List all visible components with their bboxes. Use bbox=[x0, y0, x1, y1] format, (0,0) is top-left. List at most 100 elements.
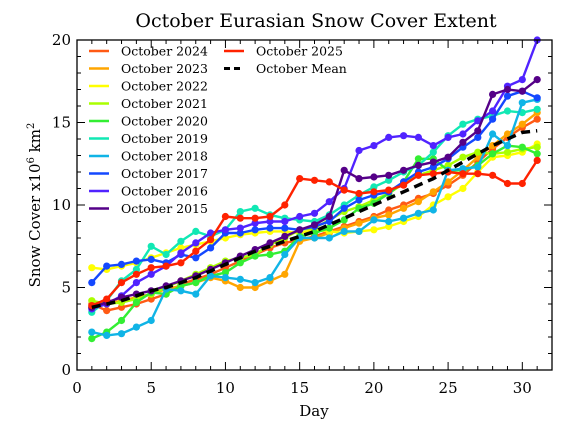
data-point-october-2017 bbox=[266, 224, 274, 232]
data-point-october-2016 bbox=[370, 142, 378, 150]
data-point-october-2016 bbox=[132, 279, 140, 287]
legend-item-october-2015: October 2015 bbox=[89, 201, 208, 216]
data-point-october-2022 bbox=[177, 244, 185, 252]
legend-item-october-2025: October 2025 bbox=[224, 44, 343, 59]
data-point-october-2023 bbox=[236, 283, 244, 292]
data-point-october-2019 bbox=[503, 107, 512, 115]
data-point-october-2015 bbox=[429, 158, 437, 166]
data-point-october-2020 bbox=[266, 250, 274, 259]
legend-item-october-2021: October 2021 bbox=[89, 96, 208, 111]
data-point-october-2017 bbox=[103, 262, 111, 270]
data-point-october-2023 bbox=[518, 120, 526, 128]
data-point-october-2020 bbox=[117, 316, 126, 325]
legend: October 2024 October 2023 October 2022 Octo… bbox=[89, 44, 347, 216]
data-point-october-2022 bbox=[370, 226, 378, 234]
chart-title: October Eurasian Snow Cover Extent bbox=[135, 10, 497, 32]
x-tick-label: 5 bbox=[146, 379, 156, 397]
legend-label: October 2020 bbox=[121, 114, 208, 129]
data-point-october-2025 bbox=[281, 201, 289, 209]
data-point-october-2023 bbox=[429, 188, 437, 196]
legend-label: October 2022 bbox=[121, 79, 208, 94]
data-point-october-2016 bbox=[236, 224, 244, 232]
data-point-october-2017 bbox=[147, 255, 155, 263]
data-point-october-2018 bbox=[459, 165, 467, 173]
x-tick-label: 30 bbox=[513, 379, 532, 397]
data-point-october-2015 bbox=[459, 138, 467, 146]
data-point-october-2016 bbox=[266, 217, 274, 226]
data-point-october-2018 bbox=[103, 331, 111, 339]
data-point-october-2017 bbox=[281, 224, 289, 232]
data-point-october-2016 bbox=[518, 76, 526, 84]
data-point-october-2017 bbox=[207, 244, 215, 252]
data-point-october-2023 bbox=[474, 153, 482, 161]
data-point-october-2025 bbox=[310, 176, 319, 184]
data-point-october-2017 bbox=[192, 254, 200, 262]
data-point-october-2023 bbox=[444, 178, 452, 186]
data-point-october-2017 bbox=[503, 92, 512, 100]
data-point-october-2016 bbox=[459, 130, 467, 138]
data-point-october-2020 bbox=[236, 259, 244, 267]
data-point-october-2025 bbox=[192, 247, 200, 255]
legend-item-october-mean: October Mean bbox=[224, 61, 347, 76]
data-point-october-2025 bbox=[207, 236, 215, 244]
data-point-october-2025 bbox=[474, 170, 482, 178]
data-point-october-2015 bbox=[266, 239, 274, 247]
legend-label: October 2015 bbox=[121, 201, 208, 216]
data-point-october-2016 bbox=[192, 239, 200, 247]
data-point-october-2025 bbox=[117, 279, 126, 287]
data-point-october-2020 bbox=[518, 143, 526, 151]
data-point-october-2016 bbox=[310, 209, 319, 217]
data-point-october-2018 bbox=[474, 163, 482, 171]
data-point-october-2015 bbox=[385, 171, 393, 179]
legend-label: October 2025 bbox=[256, 44, 343, 59]
data-point-october-2024 bbox=[103, 307, 111, 315]
data-point-october-2019 bbox=[429, 148, 437, 156]
x-axis-label: Day bbox=[299, 402, 329, 420]
data-point-october-2016 bbox=[355, 146, 363, 155]
data-point-october-2020 bbox=[221, 269, 229, 277]
data-point-october-2025 bbox=[103, 295, 111, 303]
data-point-october-2020 bbox=[88, 335, 96, 343]
y-tick-label: 10 bbox=[52, 196, 71, 214]
data-point-october-2015 bbox=[296, 226, 304, 234]
data-point-october-2024 bbox=[147, 295, 155, 303]
data-point-october-2016 bbox=[296, 212, 304, 221]
y-axis-label-unit-exponent: 2 bbox=[26, 123, 37, 129]
data-point-october-2025 bbox=[503, 179, 512, 188]
x-tick-label: 0 bbox=[72, 379, 82, 397]
data-point-october-2023 bbox=[400, 204, 408, 212]
legend-label: October 2023 bbox=[121, 61, 208, 76]
data-point-october-2017 bbox=[117, 260, 126, 268]
legend-item-october-2017: October 2017 bbox=[89, 166, 208, 181]
data-point-october-2017 bbox=[88, 279, 96, 287]
data-point-october-2016 bbox=[251, 219, 259, 227]
data-point-october-2023 bbox=[281, 270, 289, 278]
data-point-october-2015 bbox=[340, 166, 348, 174]
y-tick-label: 15 bbox=[52, 114, 71, 132]
data-point-october-2025 bbox=[400, 181, 408, 189]
data-point-october-2015 bbox=[310, 221, 319, 229]
data-point-october-2018 bbox=[503, 142, 512, 150]
data-point-october-2018 bbox=[177, 287, 185, 295]
data-point-october-2019 bbox=[147, 242, 155, 250]
svg-text:Snow Cover x106 km2: Snow Cover x106 km2 bbox=[26, 123, 44, 288]
legend-item-october-2024: October 2024 bbox=[89, 44, 208, 59]
legend-label: October 2019 bbox=[121, 131, 208, 146]
data-point-october-2017 bbox=[533, 94, 541, 102]
data-point-october-2018 bbox=[132, 323, 140, 331]
data-point-october-2025 bbox=[132, 270, 140, 278]
data-point-october-2016 bbox=[281, 217, 289, 226]
data-point-october-2018 bbox=[251, 279, 259, 287]
data-point-october-2016 bbox=[474, 117, 482, 125]
data-point-october-2019 bbox=[459, 120, 467, 128]
data-point-october-2015 bbox=[400, 166, 408, 174]
data-point-october-2020 bbox=[132, 298, 140, 306]
data-point-october-2022 bbox=[459, 184, 467, 193]
data-point-october-2022 bbox=[444, 193, 452, 201]
data-point-october-2018 bbox=[221, 274, 229, 282]
data-point-october-2015 bbox=[503, 85, 512, 94]
data-point-october-2022 bbox=[385, 222, 393, 231]
data-point-october-2015 bbox=[474, 127, 482, 135]
data-point-october-2020 bbox=[414, 155, 422, 163]
data-point-october-2025 bbox=[340, 186, 348, 194]
